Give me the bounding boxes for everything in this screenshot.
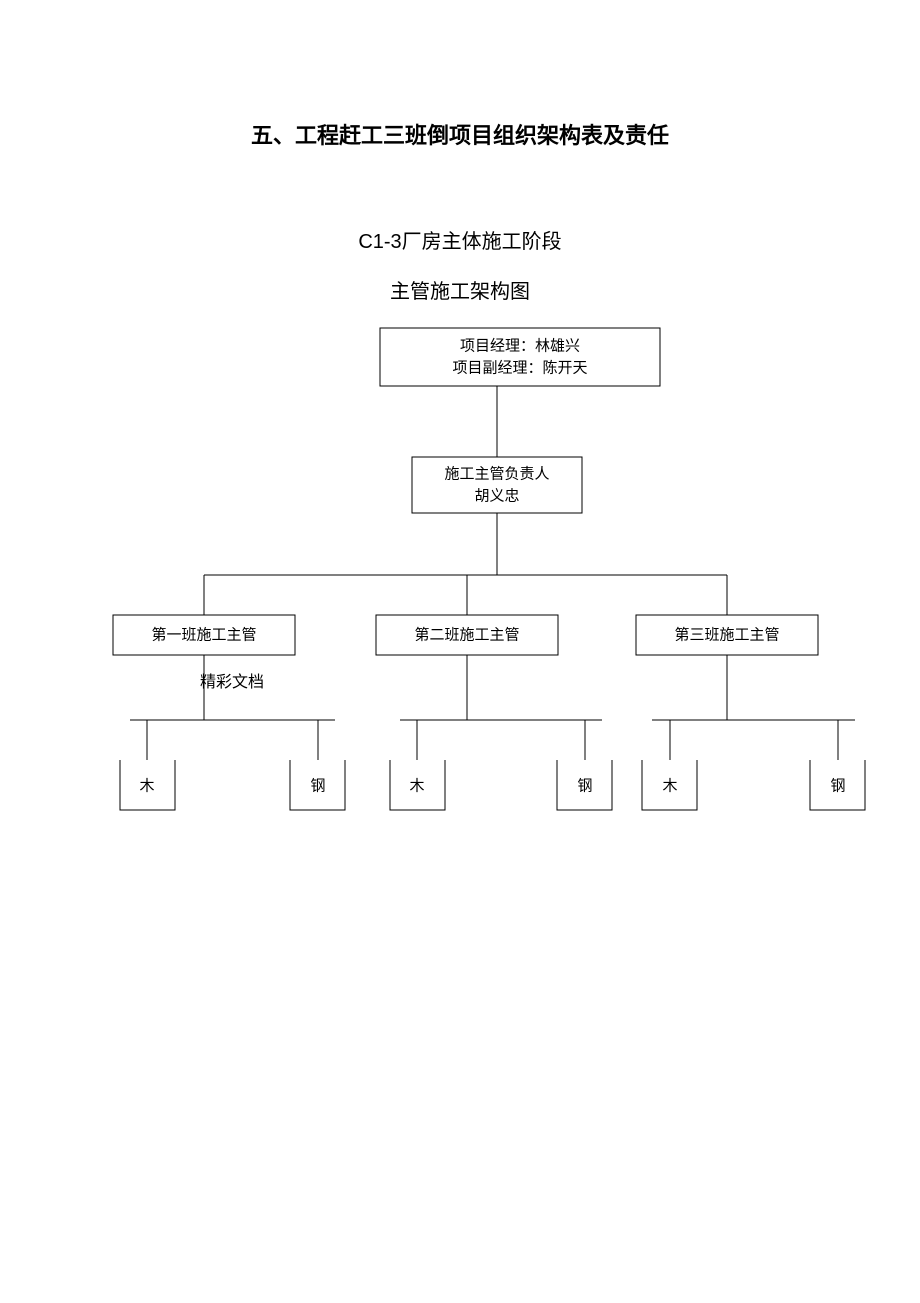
node-mid-line1: 施工主管负责人 xyxy=(444,465,549,482)
node-shift1-label: 第一班施工主管 xyxy=(151,625,256,643)
node-leaf3-label: 木 xyxy=(409,777,424,794)
node-leaf5-label: 木 xyxy=(662,777,677,794)
node-leaf1-label: 木 xyxy=(139,777,154,794)
node-leaf2-label: 钢 xyxy=(310,777,325,794)
node-top-line2: 项目副经理：陈开天 xyxy=(452,358,587,376)
node-top-line1: 项目经理：林雄兴 xyxy=(460,337,580,354)
subtitle-line-1: C1-3厂房主体施工阶段 xyxy=(0,225,920,254)
node-leaf4-label: 钢 xyxy=(577,777,592,794)
node-leaf6-label: 钢 xyxy=(830,777,845,794)
node-shift2-label: 第二班施工主管 xyxy=(414,625,519,643)
page-title: 五、工程赶工三班倒项目组织架构表及责任 xyxy=(0,118,920,150)
node-shift3-label: 第三班施工主管 xyxy=(674,625,779,643)
node-mid-line2: 胡义忠 xyxy=(474,487,519,504)
node-top xyxy=(380,328,660,386)
annotation-text: 精彩文档 xyxy=(200,673,264,691)
org-chart: 项目经理：林雄兴 项目副经理：陈开天 施工主管负责人 胡义忠 第一班施工主管 第… xyxy=(0,325,920,835)
subtitle-line-2: 主管施工架构图 xyxy=(0,275,920,304)
node-mid xyxy=(412,457,582,513)
